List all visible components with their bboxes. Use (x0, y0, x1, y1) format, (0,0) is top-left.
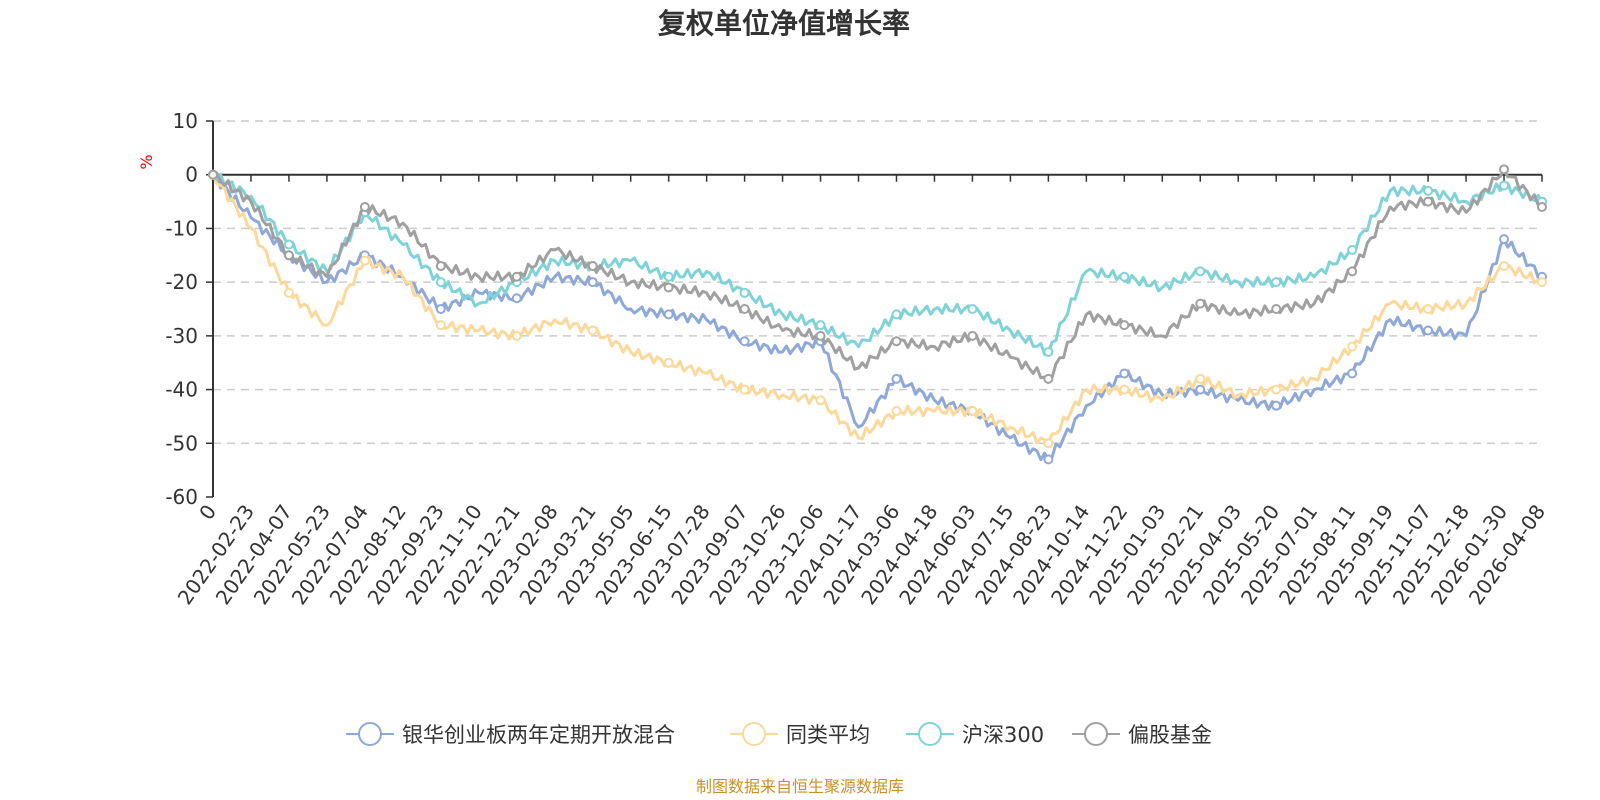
chart-title: 复权单位净值增长率 (658, 7, 910, 40)
legend-marker (742, 722, 766, 746)
series-point (663, 357, 674, 368)
series-point (511, 293, 522, 304)
source-note: 制图数据来自恒生聚源数据库 (696, 777, 904, 796)
series-point (891, 373, 902, 384)
y-tick-label: -10 (165, 216, 198, 240)
series-point (1271, 277, 1282, 288)
series-point (815, 330, 826, 341)
y-tick-label: 0 (185, 163, 198, 187)
series-point (1499, 164, 1510, 175)
series-point (891, 309, 902, 320)
series-point (283, 239, 294, 250)
series-point (1423, 304, 1434, 314)
y-axis-label: % (137, 154, 156, 169)
series-point (1043, 373, 1054, 384)
series-point (435, 261, 446, 272)
legend-label: 偏股基金 (1128, 723, 1212, 747)
legend-marker (918, 722, 942, 746)
series-point (587, 277, 598, 288)
series-lines (208, 164, 1547, 465)
series-point (283, 287, 294, 298)
series-point (511, 330, 522, 341)
series-point (1347, 341, 1358, 352)
legend-item[interactable]: 偏股基金 (1072, 722, 1212, 747)
series-point (1537, 201, 1547, 212)
series-point (1195, 266, 1206, 277)
legend-item[interactable]: 沪深300 (906, 722, 1044, 747)
series-point (663, 282, 674, 293)
series-point (1195, 298, 1206, 309)
series-point (1271, 400, 1282, 411)
series-point (1195, 384, 1206, 395)
series-point (511, 271, 522, 282)
series-point (1043, 454, 1054, 465)
axes (206, 120, 1543, 498)
series-point (1423, 325, 1434, 336)
series-point (587, 261, 598, 272)
x-tick-label: 0 (194, 500, 221, 524)
legend-label: 银华创业板两年定期开放混合 (402, 723, 675, 747)
series-point (739, 384, 750, 395)
series-point (967, 406, 978, 417)
series-point (1499, 261, 1510, 272)
series-line (212, 167, 1543, 381)
legend-marker (358, 722, 382, 746)
series-point (1499, 234, 1510, 245)
legend-label: 沪深300 (962, 723, 1044, 747)
series-point (1537, 277, 1547, 288)
y-tick-label: -50 (165, 431, 198, 455)
series-point (1195, 373, 1206, 384)
series-point (1043, 438, 1054, 449)
legend-item[interactable]: 银华创业板两年定期开放混合 (346, 722, 675, 747)
series-point (1347, 266, 1358, 277)
series-point (967, 330, 978, 341)
series-point (663, 271, 674, 282)
series-line (211, 172, 1544, 356)
series-point (587, 325, 598, 336)
series-point (1423, 185, 1434, 196)
series-point (359, 201, 370, 212)
legend-marker (1084, 722, 1108, 746)
series-point (1423, 196, 1434, 207)
series-point (208, 169, 218, 180)
series-line (212, 173, 1543, 462)
y-tick-label: -60 (165, 485, 198, 509)
series-point (435, 320, 446, 331)
series-point (1119, 320, 1130, 331)
series-line (211, 174, 1543, 445)
series-point (1347, 368, 1358, 379)
series-point (663, 309, 674, 320)
series-point (739, 336, 750, 347)
y-tick-label: 10 (173, 109, 198, 133)
series-point (1347, 244, 1358, 255)
series-point (359, 255, 370, 266)
series-point (891, 406, 902, 417)
series-point (1119, 384, 1130, 395)
series-point (1271, 384, 1282, 395)
series-point (739, 304, 750, 314)
series-point (1043, 346, 1054, 357)
y-tick-label: -40 (165, 378, 198, 402)
series-point (967, 304, 978, 314)
y-tick-label: -30 (165, 324, 198, 348)
series-point (1119, 271, 1130, 282)
series-point (435, 277, 446, 288)
series-point (815, 320, 826, 331)
x-tick-labels: 02022-02-232022-04-072022-05-232022-07-0… (173, 500, 1550, 609)
series-point (435, 304, 446, 314)
y-tick-label: -20 (165, 270, 198, 294)
series-point (1271, 304, 1282, 314)
series-point (1499, 180, 1510, 191)
series-point (1119, 368, 1130, 379)
series-point (283, 250, 294, 261)
series-point (891, 336, 902, 347)
series-point (815, 395, 826, 406)
y-tick-labels: 10 0 -10 -20 -30 -40 -50 -60 (165, 109, 198, 509)
legend-item[interactable]: 同类平均 (730, 722, 870, 747)
series-point (739, 287, 750, 298)
legend-label: 同类平均 (786, 723, 870, 747)
legend[interactable]: 银华创业板两年定期开放混合 同类平均 沪深300 偏股基金 (346, 722, 1212, 747)
